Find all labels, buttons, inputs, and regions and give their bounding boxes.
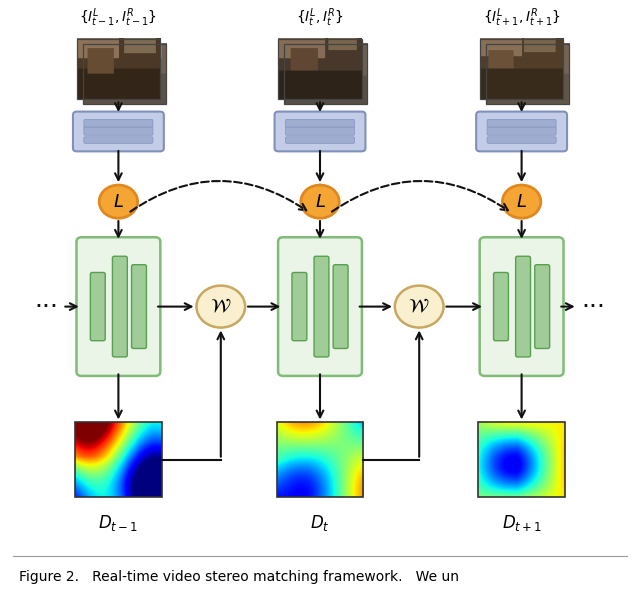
FancyBboxPatch shape <box>487 119 556 128</box>
Bar <box>480 39 563 99</box>
Circle shape <box>99 185 138 218</box>
Circle shape <box>395 286 444 327</box>
Bar <box>76 422 161 497</box>
Text: ···: ··· <box>582 295 605 318</box>
Bar <box>284 43 367 105</box>
Text: ···: ··· <box>35 295 58 318</box>
FancyBboxPatch shape <box>84 137 153 143</box>
FancyBboxPatch shape <box>84 127 153 135</box>
Text: $D_t$: $D_t$ <box>310 513 330 533</box>
Text: $D_{t-1}$: $D_{t-1}$ <box>99 513 138 533</box>
FancyBboxPatch shape <box>132 265 147 349</box>
FancyBboxPatch shape <box>480 237 564 376</box>
FancyBboxPatch shape <box>285 137 355 143</box>
Text: Figure 2.   Real-time video stereo matching framework.   We un: Figure 2. Real-time video stereo matchin… <box>19 570 460 584</box>
FancyBboxPatch shape <box>314 256 329 357</box>
FancyBboxPatch shape <box>113 256 127 357</box>
Bar <box>277 422 364 497</box>
FancyBboxPatch shape <box>333 265 348 349</box>
Circle shape <box>196 286 245 327</box>
FancyBboxPatch shape <box>278 237 362 376</box>
FancyBboxPatch shape <box>493 273 508 341</box>
FancyBboxPatch shape <box>285 119 355 128</box>
Text: $\{I^L_{t-1}, I^R_{t-1}\}$: $\{I^L_{t-1}, I^R_{t-1}\}$ <box>79 6 157 29</box>
Bar <box>479 422 564 497</box>
Circle shape <box>502 185 541 218</box>
Text: $D_{t+1}$: $D_{t+1}$ <box>502 513 541 533</box>
FancyBboxPatch shape <box>77 237 160 376</box>
Bar <box>278 39 362 99</box>
FancyBboxPatch shape <box>285 127 355 135</box>
Bar <box>77 39 160 99</box>
Text: $L$: $L$ <box>113 192 124 211</box>
Text: $\{I^L_{t+1}, I^R_{t+1}\}$: $\{I^L_{t+1}, I^R_{t+1}\}$ <box>483 6 561 29</box>
Bar <box>486 43 569 105</box>
FancyBboxPatch shape <box>90 273 105 341</box>
FancyBboxPatch shape <box>487 137 556 143</box>
Text: $\mathcal{W}$: $\mathcal{W}$ <box>210 298 232 315</box>
FancyBboxPatch shape <box>476 112 567 151</box>
FancyBboxPatch shape <box>292 273 307 341</box>
Circle shape <box>301 185 339 218</box>
Text: $\mathcal{W}$: $\mathcal{W}$ <box>408 298 430 315</box>
FancyBboxPatch shape <box>535 265 550 349</box>
FancyBboxPatch shape <box>73 112 164 151</box>
FancyBboxPatch shape <box>487 127 556 135</box>
Bar <box>83 43 166 105</box>
FancyBboxPatch shape <box>516 256 531 357</box>
Text: $L$: $L$ <box>516 192 527 211</box>
FancyBboxPatch shape <box>275 112 365 151</box>
FancyBboxPatch shape <box>84 119 153 128</box>
Text: $\{I^L_t, I^R_t\}$: $\{I^L_t, I^R_t\}$ <box>296 6 344 29</box>
Text: $L$: $L$ <box>314 192 326 211</box>
